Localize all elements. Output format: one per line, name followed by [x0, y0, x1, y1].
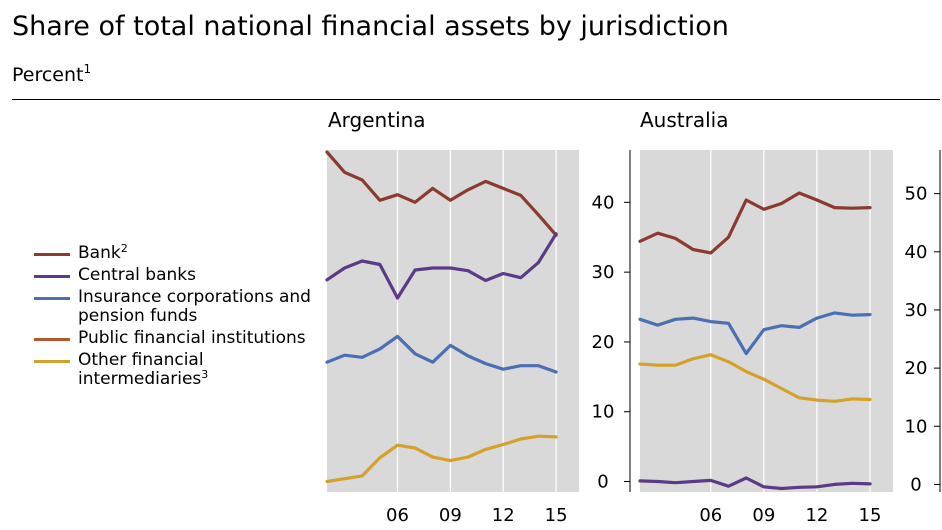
header-rule: [12, 99, 940, 100]
series-line-central-banks: [325, 232, 558, 300]
legend-footnote-marker: 2: [120, 242, 128, 255]
series-line-other-financial-intermediaries: [325, 434, 558, 484]
x-tick-label: 06: [386, 505, 409, 526]
y-tick-label: 0: [597, 472, 608, 493]
y-tick-label: 10: [905, 416, 928, 437]
series-line-bank: [325, 150, 558, 237]
legend-swatch: [34, 297, 70, 300]
x-tick-label: 12: [492, 505, 515, 526]
series-line-bank: [638, 191, 872, 255]
legend-item: Public financial institutions: [34, 329, 314, 348]
legend: Bank2 Central banks Insurance corporations…: [34, 242, 314, 392]
plot-area: [640, 150, 893, 492]
y-tick-label: 40: [592, 192, 615, 213]
legend-label: Insurance corporations and pension funds: [78, 287, 311, 326]
legend-footnote-marker: 3: [201, 368, 209, 381]
subtitle-text: Percent: [12, 64, 84, 86]
legend-item: Central banks: [34, 266, 314, 285]
x-tick-label: 09: [752, 505, 775, 526]
legend-label: Central banks: [78, 265, 196, 285]
y-tick-label: 30: [905, 300, 928, 321]
legend-swatch: [34, 338, 70, 341]
legend-label: Bank: [78, 243, 121, 263]
chart-subtitle: Percent1: [12, 56, 91, 88]
x-tick-label: 09: [439, 505, 462, 526]
y-tick-label: 30: [592, 262, 615, 283]
legend-swatch: [34, 360, 70, 363]
x-tick-label: 15: [545, 505, 568, 526]
x-tick-label: 15: [859, 505, 882, 526]
panel-australia: 06 09 12 15 0 10 20 30 40 50: [638, 150, 941, 526]
legend-swatch: [34, 253, 70, 256]
legend-label: Other financial intermediaries: [78, 350, 204, 389]
y-tick-label: 20: [905, 358, 928, 379]
x-tick-label: 06: [699, 505, 722, 526]
y-tick-label: 10: [592, 402, 615, 423]
legend-item: Other financial intermediaries3: [34, 351, 314, 389]
subtitle-footnote-marker: 1: [83, 62, 92, 76]
chart-title: Share of total national financial assets…: [12, 11, 729, 42]
plot-area: [327, 150, 579, 492]
y-tick-label: 20: [592, 332, 615, 353]
legend-item: Insurance corporations and pension funds: [34, 288, 314, 326]
y-tick-label: 40: [905, 242, 928, 263]
x-tick-label: 12: [805, 505, 828, 526]
panel-argentina: 06 09 12 15 0 10 20 30 40: [325, 150, 631, 526]
legend-swatch: [34, 275, 70, 278]
series-line-central-banks: [638, 476, 872, 491]
y-tick-label: 50: [905, 184, 928, 205]
legend-label: Public financial institutions: [78, 328, 306, 348]
series-line-other-financial-intermediaries: [638, 353, 872, 403]
series-line-insurance-corporations-and-pension-funds: [325, 334, 558, 374]
panel-title-argentina: Argentina: [328, 108, 426, 132]
legend-item: Bank2: [34, 242, 314, 263]
panel-title-australia: Australia: [640, 108, 729, 132]
y-tick-label: 0: [910, 474, 921, 495]
series-line-insurance-corporations-and-pension-funds: [638, 311, 872, 356]
